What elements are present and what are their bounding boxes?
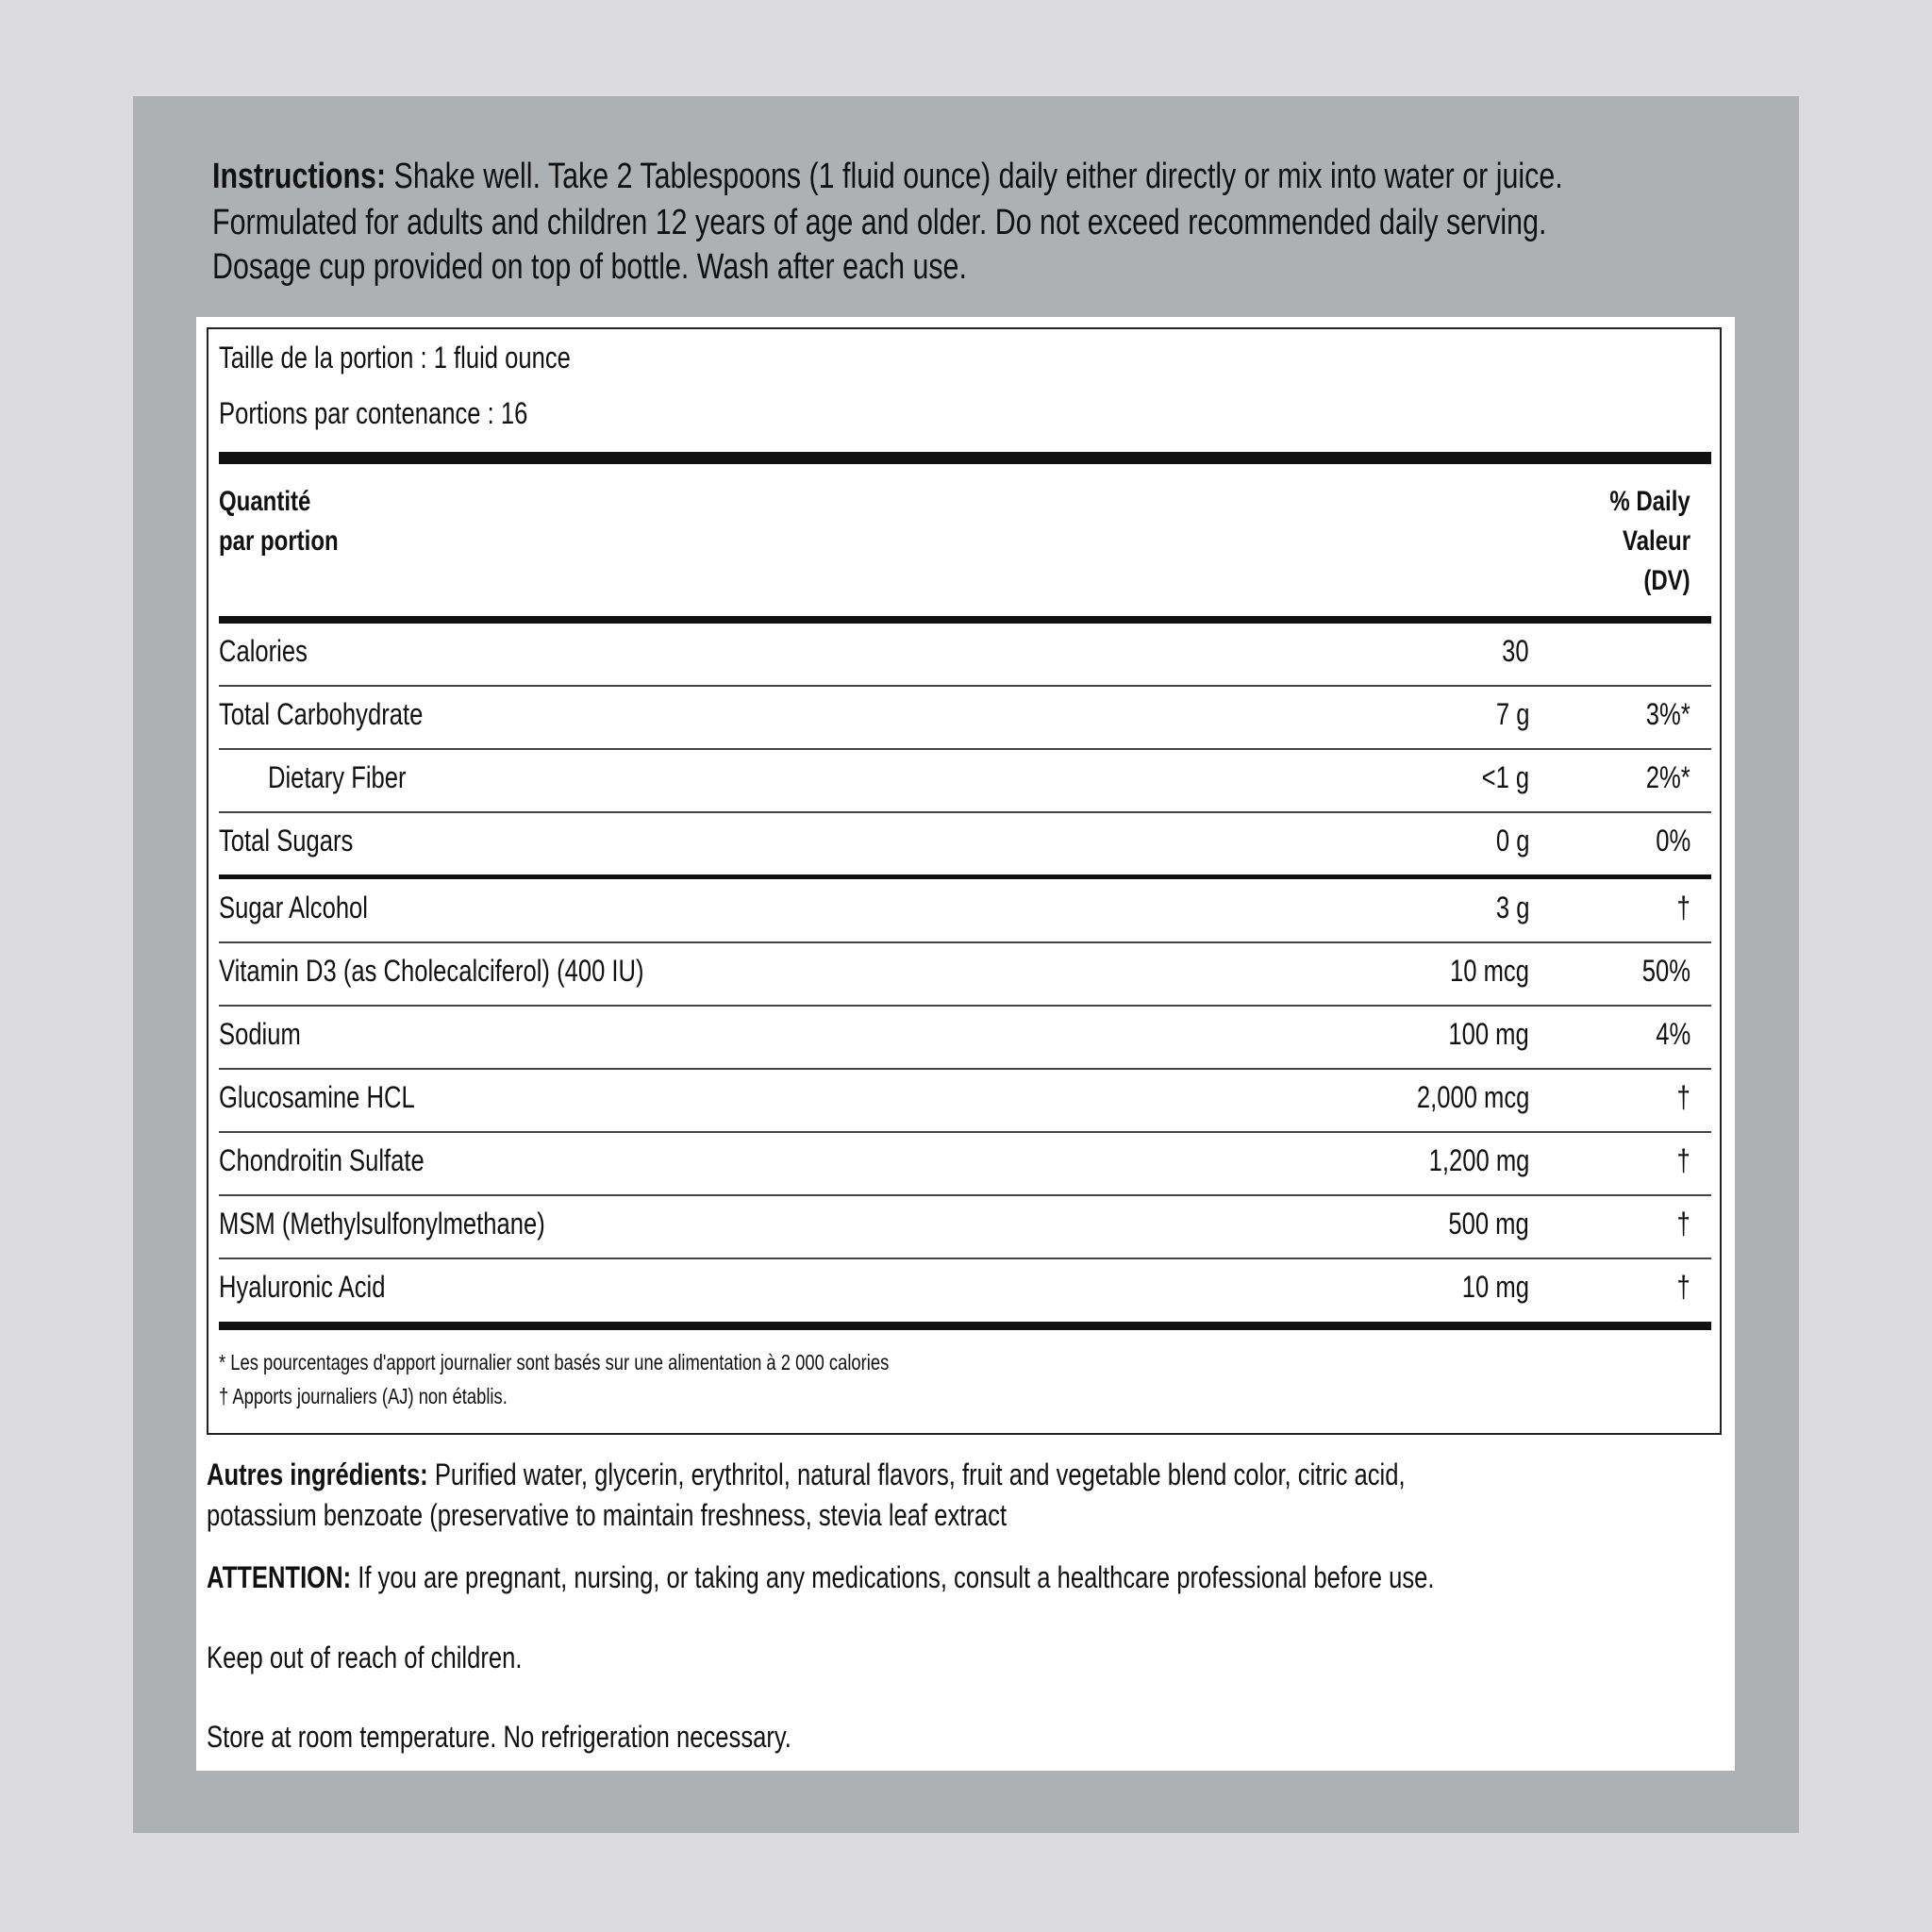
nutrient-dv: † [1676,891,1690,924]
servings-per-container: Portions par contenance : 16 [219,396,528,430]
nutrient-dv: † [1676,1080,1690,1114]
nutrient-name: MSM (Methylsulfonylmethane) [219,1207,545,1241]
row-divider [219,685,1711,687]
nutrient-dv: 50% [1641,954,1690,988]
nutrient-dv: 0% [1656,824,1690,858]
instructions-line-1: Instructions: Shake well. Take 2 Tablesp… [212,158,1563,194]
nutrient-name: Sodium [219,1017,301,1051]
nutrient-name: Total Carbohydrate [219,697,424,731]
serving-size: Taille de la portion : 1 fluid ounce [219,341,571,375]
thick-divider [219,1322,1711,1330]
other-ingredients-text: Purified water, glycerin, erythritol, na… [434,1457,1406,1491]
row-divider [219,1131,1711,1133]
row-divider [219,1068,1711,1070]
other-ingredients-text: potassium benzoate (preservative to main… [207,1498,1008,1532]
footnote: * Les pourcentages d'apport journalier s… [219,1350,890,1374]
header-dv: % Daily [1609,486,1690,517]
nutrient-dv: 3%* [1646,697,1690,731]
nutrient-amount: 10 mcg [1450,954,1529,988]
thick-divider [219,452,1711,464]
nutrient-amount: 3 g [1495,891,1529,924]
row-divider [219,1005,1711,1007]
nutrient-amount: <1 g [1481,760,1529,794]
storage-notice: Store at room temperature. No refrigerat… [207,1720,791,1754]
instructions-text: Shake well. Take 2 Tablespoons (1 fluid … [393,157,1563,196]
nutrient-name: Glucosamine HCL [219,1080,415,1114]
nutrient-dv: † [1676,1143,1690,1177]
nutrient-amount: 7 g [1495,697,1529,731]
row-divider [219,1194,1711,1196]
row-divider [219,941,1711,943]
nutrient-amount: 2,000 mcg [1416,1080,1529,1114]
row-divider [219,811,1711,813]
nutrient-dv: † [1676,1270,1690,1304]
row-divider [219,748,1711,750]
attention-text: If you are pregnant, nursing, or taking … [358,1560,1435,1594]
nutrient-amount: 100 mg [1448,1017,1529,1051]
nutrient-dv: 4% [1656,1017,1690,1051]
header-amount: Quantité [219,486,311,517]
keep-out-notice: Keep out of reach of children. [207,1641,523,1674]
supplement-facts-box [207,327,1722,1435]
other-ingredients: Autres ingrédients: Purified water, glyc… [207,1459,1406,1490]
nutrient-name: Dietary Fiber [268,760,407,794]
header-amount: par portion [219,525,339,557]
nutrient-amount: 10 mg [1461,1270,1529,1304]
footnote: † Apports journaliers (AJ) non établis. [219,1384,508,1408]
attention-label: ATTENTION: [207,1560,352,1594]
facts-panel [196,317,1735,1771]
nutrient-amount: 1,200 mg [1428,1143,1529,1177]
other-ingredients-label: Autres ingrédients: [207,1457,428,1491]
nutrient-amount: 30 [1502,634,1529,668]
nutrient-dv: 2%* [1646,760,1690,794]
nutrient-name: Calories [219,634,308,668]
thick-divider [219,616,1711,624]
nutrient-name: Total Sugars [219,824,354,858]
instructions-line-2: Formulated for adults and children 12 ye… [212,203,1547,242]
nutrient-name: Chondroitin Sulfate [219,1143,425,1177]
nutrient-dv: † [1676,1207,1690,1241]
attention-warning: ATTENTION: If you are pregnant, nursing,… [207,1562,1435,1592]
instructions-label: Instructions: [212,157,387,196]
nutrient-name: Vitamin D3 (as Cholecalciferol) (400 IU) [219,954,644,988]
nutrient-name: Hyaluronic Acid [219,1270,386,1304]
row-divider [219,1257,1711,1259]
instructions-line-3: Dosage cup provided on top of bottle. Wa… [212,247,967,287]
row-divider [219,874,1711,879]
header-dv: Valeur [1622,525,1690,557]
header-dv: (DV) [1643,565,1690,596]
nutrient-amount: 0 g [1495,824,1529,858]
nutrient-amount: 500 mg [1448,1207,1529,1241]
nutrient-name: Sugar Alcohol [219,891,368,924]
